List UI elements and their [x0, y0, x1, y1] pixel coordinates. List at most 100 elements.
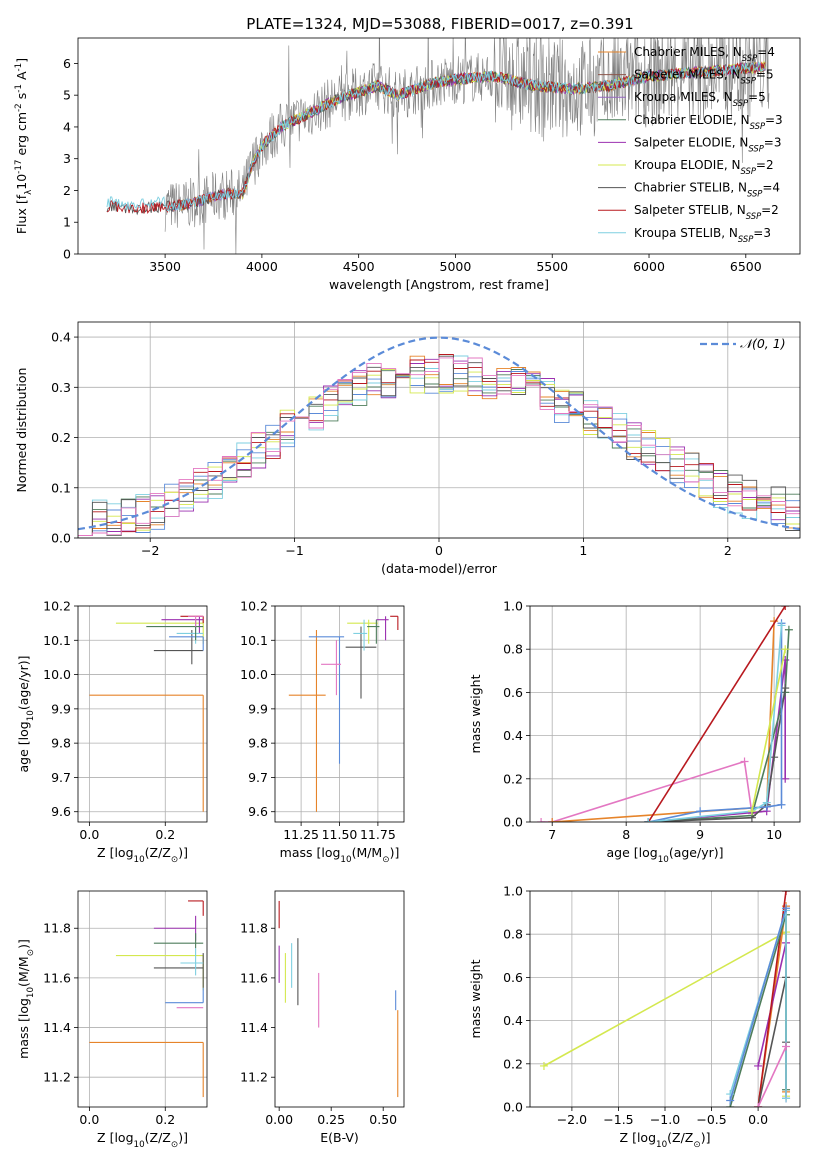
y-tick-label: 0.2	[503, 1056, 523, 1071]
errorbar-blue	[169, 636, 204, 651]
axes-frame	[77, 37, 801, 255]
y-tick-label: 0.4	[51, 330, 71, 345]
y-tick-label: 11.6	[240, 970, 268, 985]
chart-age_vs_mass: 11.25 11.50 11.75 9.6 9.7 9.8 9.9 10.0 10.1 10.2 m…	[240, 599, 405, 865]
weight-line-salpeter_elodie	[648, 659, 786, 822]
axes: −2.0 −1.5 −1.0 −0.5 0.0 0.0 0.2 0.4 0.6 0.8 1.0 Z […	[468, 884, 801, 1150]
y-tick-label: 9.9	[51, 701, 71, 716]
y-tick-label: 0.0	[503, 815, 523, 830]
y-tick-label: 0.2	[503, 771, 523, 786]
y-tick-label: 0.6	[503, 970, 523, 985]
y-tick-label: 11.4	[240, 1020, 268, 1035]
y-tick-label: 2	[63, 183, 71, 198]
errorbar-kroupa_stelib	[353, 619, 368, 651]
y-tick-label: 9.6	[248, 804, 268, 819]
chart-spectrum: 3500 4000 4500 5000 5500 6000 6500 0 1 2 3 4 5 6 wavel…	[14, 37, 801, 292]
weight-marker	[770, 753, 779, 762]
errorbar-salpeter_elodie	[153, 915, 197, 941]
weight-marker	[747, 807, 756, 816]
y-tick-label: 0.2	[51, 430, 71, 445]
figure-title: PLATE=1324, MJD=53088, FIBERID=0017, z=0…	[246, 15, 633, 33]
errorbar-salpeter_stelib	[188, 900, 204, 916]
x-tick-label: 0.2	[155, 827, 175, 842]
weight-line-kroupa_elodie	[751, 649, 786, 812]
weight-marker	[782, 891, 791, 895]
chart-weight_vs_age: 7 8 9 10 0.0 0.2 0.4 0.6 0.8 1.0 age [log10(age/yr…	[468, 599, 801, 865]
x-tick-label: 10	[766, 827, 782, 842]
y-tick-label: 0.3	[51, 380, 71, 395]
errorbar-blue	[308, 636, 345, 764]
weight-marker	[782, 904, 791, 913]
legend-entry: Kroupa STELIB, NSSP=3	[634, 226, 771, 244]
weight-line-chabrier_stelib	[648, 687, 786, 822]
weight-marker	[762, 798, 771, 807]
axes: 0.00 0.25 0.50 11.2 11.4 11.6 11.8 E(B-V)	[240, 890, 405, 1145]
x-tick-label: 0.00	[265, 1112, 293, 1127]
axes: 0.0 0.2 11.2 11.4 11.6 11.8 Z [log10(Z/Z⊙)] mas…	[16, 890, 208, 1150]
x-axis-label: wavelength [Angstrom, rest frame]	[329, 277, 549, 292]
weight-marker	[781, 684, 790, 693]
model-line-kroupa_stelib	[106, 61, 765, 212]
model-line-salpeter_stelib	[106, 62, 765, 215]
y-tick-label: 0.8	[503, 927, 523, 942]
weight-marker	[754, 1103, 763, 1107]
weight-line-kroupa_stelib	[648, 625, 783, 822]
errorbar-pink	[321, 640, 342, 696]
axes: 0.0 0.2 9.6 9.7 9.8 9.9 10.0 10.1 10.2 Z [log10(Z…	[16, 599, 208, 865]
weight-marker	[781, 774, 790, 783]
x-axis-label: age [log10(age/yr)]	[606, 845, 723, 865]
x-tick-label: 11.25	[283, 827, 319, 842]
axes: −2 −1 0 1 2 0.0 0.1 0.2 0.3 0.4 (data-model)/error…	[14, 321, 801, 576]
x-tick-label: 5000	[440, 259, 472, 274]
model-line-chabrier_stelib	[106, 62, 765, 216]
y-tick-label: 0.8	[503, 642, 523, 657]
chart-weight_vs_Z: −2.0 −1.5 −1.0 −0.5 0.0 0.0 0.2 0.4 0.6 0.8 1.0 Z […	[468, 884, 801, 1150]
weight-marker	[539, 1061, 548, 1070]
chart-residuals: −2 −1 0 1 2 0.0 0.1 0.2 0.3 0.4 (data-model)/error…	[14, 321, 801, 576]
errorbar-salpeter_elodie	[161, 616, 204, 634]
weight-marker	[782, 1042, 791, 1051]
weight-marker	[740, 757, 749, 766]
y-tick-label: 9.9	[248, 701, 268, 716]
legend: Chabrier MILES, NSSP=4 Salpeter MILES, NS…	[598, 45, 783, 244]
errorbar-salpeter_stelib	[390, 615, 399, 630]
x-tick-label: 3500	[149, 259, 181, 274]
weight-line-blue	[648, 623, 783, 822]
x-axis-label: Z [log10(Z/Z⊙)]	[97, 845, 188, 865]
weight-marker	[726, 1096, 735, 1105]
x-axis-label: E(B-V)	[320, 1130, 359, 1145]
errorbar-pink	[188, 615, 204, 627]
axes-frame	[77, 890, 208, 1108]
axes: 11.25 11.50 11.75 9.6 9.7 9.8 9.9 10.0 10.1 10.2 m…	[240, 599, 405, 865]
y-tick-label: 10.0	[43, 667, 71, 682]
weight-line-salpeter_stelib	[647, 606, 786, 822]
y-tick-label: 6	[63, 56, 71, 71]
legend-entry: Salpeter STELIB, NSSP=2	[634, 203, 779, 221]
errorbar-chabrier_stelib	[345, 626, 377, 699]
x-tick-label: 0.2	[155, 1112, 175, 1127]
plot-area	[78, 336, 800, 538]
y-tick-label: 0.0	[51, 531, 71, 546]
plot-area	[106, 38, 770, 254]
weight-marker	[696, 807, 705, 816]
x-tick-label: 0.50	[369, 1112, 397, 1127]
y-tick-label: 0.1	[51, 480, 71, 495]
weight-line-blue	[729, 908, 787, 1101]
weight-marker	[777, 621, 786, 630]
axes-frame	[529, 890, 801, 1108]
y-axis-label: Flux [fλ10-17 erg cm-2 s-1 A-1]	[14, 58, 34, 234]
weight-marker	[782, 1094, 791, 1103]
errorbar-kroupa_elodie	[115, 955, 204, 991]
errorbar-chabrier_stelib	[153, 630, 204, 665]
chart-mass_vs_ebv: 0.00 0.25 0.50 11.2 11.4 11.6 11.8 E(B-V)	[240, 890, 405, 1145]
x-axis-label: Z [log10(Z/Z⊙)]	[620, 1130, 711, 1150]
y-tick-label: 10.1	[240, 633, 268, 648]
axes: 7 8 9 10 0.0 0.2 0.4 0.6 0.8 1.0 age [log10(age/yr…	[468, 599, 801, 865]
x-tick-label: −1.5	[603, 1112, 633, 1127]
weight-line-pink	[541, 760, 753, 822]
plot-area	[89, 615, 204, 812]
y-tick-label: 1	[63, 215, 71, 230]
y-tick-label: 0.4	[503, 1013, 523, 1028]
x-tick-label: 0.0	[79, 827, 99, 842]
y-tick-label: 11.4	[43, 1020, 71, 1035]
